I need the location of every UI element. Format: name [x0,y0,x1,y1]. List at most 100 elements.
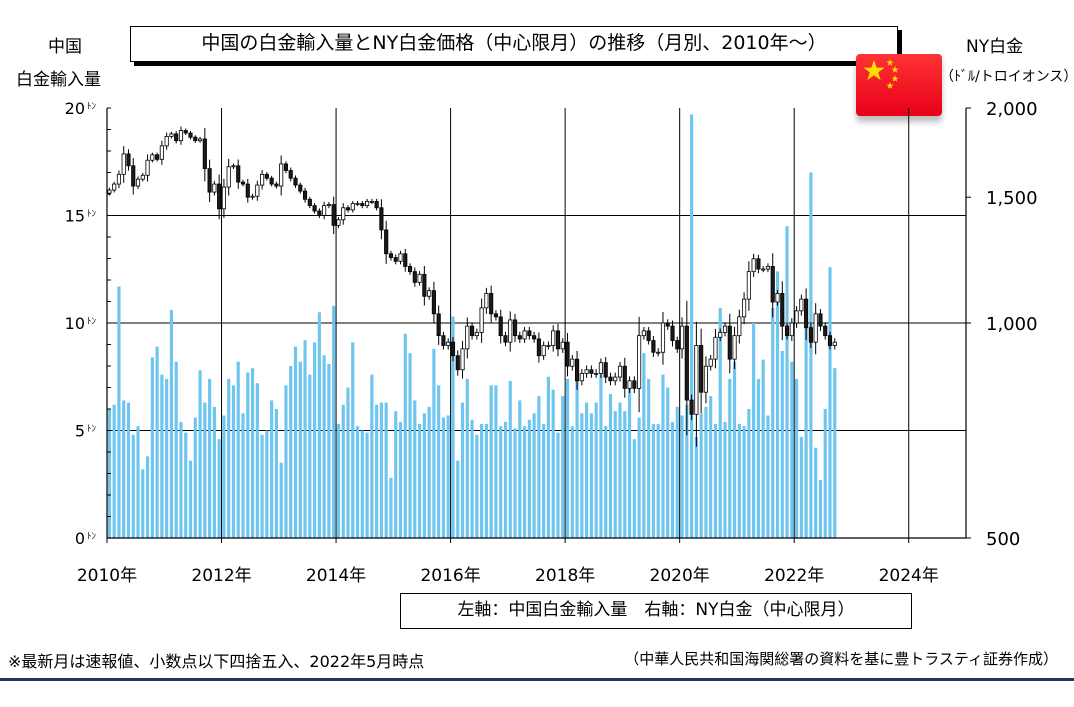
import-bar [480,424,484,538]
import-bar [145,456,150,538]
import-bar [355,426,360,538]
import-bar [565,378,570,538]
import-bar [723,421,727,538]
candle-body [341,207,346,221]
candle-body [594,373,599,375]
candle-body [436,313,441,337]
right-axis-ticks: 500 1,000 1,500 2,000 [966,99,1038,550]
candle-body [269,177,274,185]
import-bar [766,415,770,538]
left-tick-unit: ﾄﾝ [87,425,97,435]
import-bar [427,406,431,538]
import-bar [627,387,632,538]
candle-body [226,166,231,188]
import-bar [241,413,245,538]
right-tick-label: 2,000 [986,99,1038,120]
candle-body [522,330,527,340]
candle-body [555,330,561,350]
candle-body [560,341,565,350]
import-bar [623,411,627,538]
candle-body [302,190,308,200]
import-bar [556,432,560,538]
import-bar [313,342,317,538]
import-bar [637,417,641,538]
candle-body [412,271,417,283]
candle-body [608,376,613,382]
candle-body [407,266,413,273]
candle-body [684,325,689,401]
candle-body [622,365,627,389]
left-axis-title-line2: 白金輸入量 [16,70,101,90]
candle-body [331,204,336,226]
import-bar [513,428,517,538]
candle-body [718,332,723,338]
candle-body [751,258,756,273]
candle-body [322,205,327,216]
import-bar [742,426,746,538]
candle-body [345,207,351,211]
import-bar [685,404,689,538]
import-bar [274,409,278,538]
import-bar [499,426,503,538]
candle-body [307,198,312,207]
candle-body [761,268,766,271]
import-bar [608,393,613,538]
candle-body [737,316,742,337]
candle-body [116,173,122,185]
import-bar [599,374,603,538]
candle-body [388,253,394,258]
candle-body [474,332,479,337]
candle-body [689,399,694,415]
import-bar [690,114,694,538]
import-bar [704,406,708,538]
candle-body [164,136,169,147]
import-bar [332,305,336,538]
candle-body [446,341,451,346]
import-bar [475,434,479,538]
import-bar [446,415,450,538]
candle-body [384,229,389,255]
right-tick-label: 1,500 [986,188,1038,209]
candle-body [465,325,470,350]
candle-body [174,133,179,142]
candle-body [236,165,241,183]
candle-body [212,183,217,193]
import-bar [718,307,722,538]
candle-body [255,184,260,197]
import-bar [618,402,622,538]
import-bar [432,348,436,538]
candle-body [264,173,269,179]
x-tick-label: 2012年 [191,566,251,586]
candle-body [145,159,150,176]
right-axis-title-line2: （ﾄﾞﾙ/トロイオンス） [940,69,1074,85]
import-bar [184,432,188,538]
candle-body [746,271,751,300]
candle-body [532,335,537,340]
import-bar [661,374,665,538]
import-bar [322,355,326,538]
import-bar [417,424,422,538]
import-bar [193,417,197,538]
x-tick-label: 2022年 [764,566,824,586]
import-bar [341,404,345,538]
import-bar [293,346,298,538]
import-bar [651,424,656,538]
candle-body [183,130,188,134]
import-bar [212,406,216,538]
import-bar [575,378,579,538]
import-bar [255,383,259,538]
candle-body [298,184,303,192]
candle-body [584,369,589,374]
import-bar [284,385,288,538]
candle-body [770,266,775,303]
import-bar [632,439,636,538]
candle-body [470,325,475,337]
import-bar [699,413,703,538]
candle-body [603,362,608,378]
candle-body [818,313,823,327]
chart-grid [107,108,966,538]
candle-body [679,325,685,350]
candle-body [393,257,398,262]
import-bar [761,359,765,538]
